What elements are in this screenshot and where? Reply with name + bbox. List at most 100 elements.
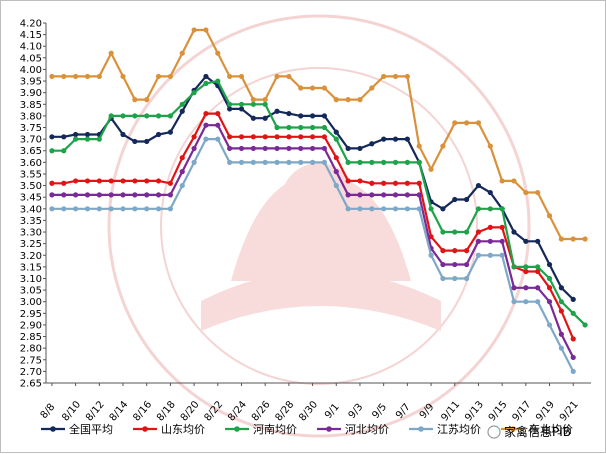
x-tick-label: 8/16: [131, 399, 154, 423]
data-point: [416, 159, 422, 165]
data-point: [298, 124, 304, 131]
data-point: [262, 97, 268, 103]
data-point: [191, 145, 197, 152]
data-point: [475, 229, 482, 235]
data-point: [144, 138, 150, 145]
data-point: [84, 73, 91, 80]
data-point: [321, 124, 328, 131]
data-point: [274, 145, 280, 152]
x-tick-label: 8/18: [155, 399, 178, 423]
data-point: [227, 159, 233, 165]
data-point: [428, 252, 434, 258]
x-tick-label: 9/19: [534, 399, 557, 423]
y-tick-label: 2.80: [20, 344, 42, 355]
data-point: [108, 192, 114, 198]
data-point: [274, 108, 280, 114]
y-tick-label: 2.65: [20, 379, 42, 390]
y-tick-label: 3.40: [20, 204, 42, 215]
data-point: [558, 299, 564, 305]
data-point: [108, 206, 114, 212]
y-axis-ticks: 2.652.702.752.802.852.902.953.003.053.10…: [20, 19, 46, 390]
data-point: [511, 178, 517, 184]
data-point: [286, 73, 292, 80]
data-point: [144, 178, 150, 184]
data-point: [475, 120, 482, 126]
data-point: [191, 27, 197, 33]
data-point: [250, 159, 256, 165]
data-point: [227, 106, 233, 112]
data-point: [369, 85, 375, 91]
data-point: [203, 73, 209, 80]
data-point: [369, 192, 375, 198]
data-point: [132, 113, 138, 119]
data-point: [369, 141, 375, 147]
data-point: [49, 192, 55, 198]
y-tick-label: 2.70: [20, 367, 42, 378]
data-point: [523, 264, 529, 270]
data-point: [558, 285, 564, 291]
data-point: [546, 261, 553, 268]
data-point: [511, 299, 517, 305]
data-point: [96, 73, 102, 80]
y-tick-label: 3.65: [20, 146, 42, 157]
data-point: [511, 264, 517, 270]
data-point: [558, 236, 564, 242]
data-point: [144, 97, 150, 103]
data-point: [286, 110, 292, 117]
data-point: [535, 285, 541, 291]
data-point: [298, 85, 304, 91]
data-point: [215, 122, 221, 128]
data-point: [523, 189, 529, 196]
series-2: [49, 78, 588, 328]
data-point: [73, 206, 79, 212]
data-point: [333, 169, 339, 175]
data-point: [428, 206, 434, 212]
data-point: [84, 192, 91, 198]
data-point: [392, 192, 399, 198]
legend-swatch-marker: [418, 426, 424, 432]
data-point: [286, 124, 292, 131]
data-point: [546, 322, 553, 328]
data-point: [61, 148, 67, 154]
data-point: [227, 145, 233, 152]
data-point: [179, 169, 185, 175]
data-point: [463, 275, 470, 282]
data-point: [570, 236, 576, 242]
watermark-brand: 家禽信息PIB: [487, 424, 571, 439]
data-point: [416, 143, 422, 149]
data-point: [535, 268, 541, 275]
data-point: [286, 145, 292, 152]
data-point: [144, 113, 150, 119]
data-point: [227, 134, 233, 140]
y-tick-label: 3.85: [20, 100, 42, 111]
data-point: [84, 136, 91, 142]
data-point: [120, 131, 126, 138]
data-point: [215, 78, 221, 84]
data-point: [132, 206, 138, 212]
x-axis-ticks: 8/8 8/10 8/12 8/14 8/16 8/18 8/20 8/22 8/24 8/26 8…: [39, 383, 581, 424]
data-point: [416, 206, 422, 212]
data-point: [132, 97, 138, 103]
data-point: [286, 159, 292, 165]
data-point: [250, 101, 256, 107]
data-point: [333, 129, 339, 135]
legend-label: 东北均价: [529, 423, 573, 436]
y-tick-label: 3.70: [20, 135, 42, 146]
y-tick-label: 3.80: [20, 111, 42, 122]
data-point: [404, 136, 410, 142]
data-point: [108, 178, 114, 184]
data-point: [416, 192, 422, 198]
data-point: [250, 134, 256, 140]
data-point: [144, 206, 150, 212]
data-point: [570, 368, 576, 374]
data-point: [381, 73, 387, 80]
y-tick-label: 4.20: [20, 19, 42, 30]
x-tick-label: 8/24: [226, 399, 249, 423]
x-tick-label: 9/17: [510, 399, 533, 423]
data-point: [309, 134, 316, 140]
data-point: [108, 50, 114, 56]
data-point: [381, 180, 387, 186]
data-point: [463, 248, 470, 254]
data-point: [463, 120, 470, 126]
